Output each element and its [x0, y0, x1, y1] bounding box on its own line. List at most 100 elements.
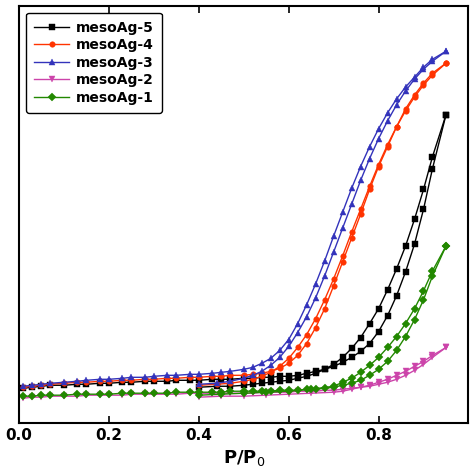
mesoAg-1	[268, 388, 273, 394]
mesoAg-3	[241, 366, 246, 372]
mesoAg-5	[61, 383, 67, 388]
mesoAg-2	[128, 392, 134, 397]
mesoAg-4	[420, 80, 426, 86]
mesoAg-3	[47, 381, 53, 386]
mesoAg-3	[420, 64, 426, 70]
mesoAg-4	[30, 383, 36, 389]
mesoAg-1	[119, 391, 125, 396]
mesoAg-1	[30, 393, 36, 399]
mesoAg-4	[196, 374, 201, 380]
mesoAg-2	[376, 382, 382, 387]
Legend: mesoAg-5, mesoAg-4, mesoAg-3, mesoAg-2, mesoAg-1: mesoAg-5, mesoAg-4, mesoAg-3, mesoAg-2, …	[26, 12, 162, 113]
mesoAg-3	[196, 372, 201, 377]
mesoAg-3	[21, 383, 27, 389]
mesoAg-1	[61, 392, 67, 398]
mesoAg-2	[322, 387, 328, 393]
mesoAg-4	[83, 379, 89, 385]
mesoAg-4	[411, 92, 417, 98]
mesoAg-3	[187, 372, 192, 377]
mesoAg-4	[128, 377, 134, 383]
mesoAg-2	[331, 387, 337, 393]
mesoAg-3	[268, 356, 273, 361]
mesoAg-1	[106, 392, 112, 397]
mesoAg-4	[429, 70, 435, 76]
mesoAg-4	[151, 376, 157, 382]
mesoAg-1	[210, 389, 215, 395]
mesoAg-4	[277, 365, 283, 371]
mesoAg-3	[164, 373, 170, 378]
mesoAg-2	[411, 367, 417, 373]
mesoAg-1	[340, 383, 346, 388]
mesoAg-5	[187, 377, 192, 383]
mesoAg-1	[142, 391, 148, 396]
mesoAg-5	[277, 374, 283, 379]
mesoAg-4	[367, 187, 373, 192]
mesoAg-4	[376, 164, 382, 169]
mesoAg-3	[228, 368, 233, 374]
mesoAg-5	[385, 313, 391, 319]
mesoAg-1	[196, 389, 201, 395]
mesoAg-4	[394, 124, 400, 130]
mesoAg-5	[322, 366, 328, 372]
mesoAg-1	[151, 391, 157, 396]
mesoAg-5	[74, 382, 80, 387]
mesoAg-1	[250, 388, 255, 394]
mesoAg-3	[128, 374, 134, 380]
mesoAg-2	[443, 345, 449, 350]
mesoAg-5	[164, 378, 170, 384]
Line: mesoAg-4: mesoAg-4	[21, 60, 449, 390]
mesoAg-4	[349, 235, 355, 241]
mesoAg-2	[340, 386, 346, 392]
mesoAg-2	[403, 373, 409, 378]
mesoAg-1	[322, 385, 328, 391]
mesoAg-3	[286, 337, 292, 342]
mesoAg-5	[443, 112, 449, 118]
mesoAg-4	[142, 376, 148, 382]
mesoAg-1	[47, 392, 53, 398]
mesoAg-5	[429, 166, 435, 172]
mesoAg-1	[241, 388, 246, 394]
mesoAg-5	[196, 377, 201, 383]
mesoAg-2	[250, 391, 255, 396]
mesoAg-1	[313, 386, 319, 392]
mesoAg-3	[151, 374, 157, 379]
mesoAg-3	[30, 383, 36, 388]
mesoAg-1	[443, 243, 449, 249]
mesoAg-2	[420, 362, 426, 367]
mesoAg-2	[394, 376, 400, 382]
mesoAg-2	[83, 392, 89, 398]
mesoAg-3	[411, 74, 417, 80]
mesoAg-2	[119, 392, 125, 398]
mesoAg-3	[349, 186, 355, 191]
mesoAg-3	[106, 376, 112, 382]
mesoAg-3	[385, 110, 391, 116]
mesoAg-3	[313, 281, 319, 287]
mesoAg-5	[119, 379, 125, 385]
mesoAg-2	[385, 379, 391, 385]
mesoAg-4	[313, 325, 319, 330]
mesoAg-5	[286, 374, 292, 379]
mesoAg-3	[210, 371, 215, 376]
mesoAg-3	[394, 96, 400, 102]
mesoAg-1	[331, 384, 337, 390]
mesoAg-3	[61, 379, 67, 385]
mesoAg-2	[286, 389, 292, 395]
mesoAg-5	[173, 377, 179, 383]
mesoAg-4	[106, 378, 112, 384]
mesoAg-4	[97, 378, 103, 384]
mesoAg-5	[358, 348, 364, 354]
mesoAg-1	[304, 386, 310, 392]
mesoAg-5	[313, 368, 319, 374]
mesoAg-5	[30, 384, 36, 390]
mesoAg-2	[106, 392, 112, 398]
mesoAg-2	[187, 391, 192, 396]
mesoAg-3	[340, 210, 346, 215]
mesoAg-1	[74, 392, 80, 397]
mesoAg-5	[295, 373, 301, 378]
mesoAg-5	[349, 355, 355, 360]
mesoAg-1	[411, 317, 417, 322]
mesoAg-2	[219, 391, 224, 396]
mesoAg-4	[187, 374, 192, 380]
mesoAg-3	[119, 375, 125, 381]
mesoAg-3	[219, 370, 224, 375]
